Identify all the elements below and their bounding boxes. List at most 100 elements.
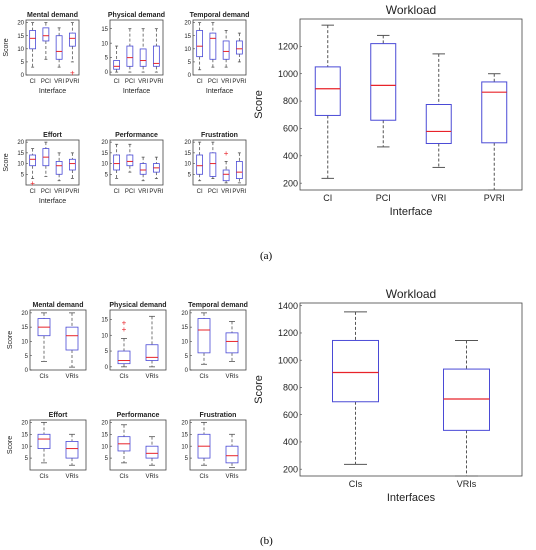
box xyxy=(222,169,230,182)
x-tick-label: CI xyxy=(30,79,36,85)
y-tick-label: 10 xyxy=(17,162,24,168)
x-tick-label: CI xyxy=(114,189,120,195)
y-tick-label: 20 xyxy=(101,140,108,146)
x-tick-label: CIs xyxy=(40,374,49,380)
x-tick-label: CI xyxy=(197,79,203,85)
plot-frame xyxy=(109,19,164,76)
plot-frame xyxy=(25,139,80,186)
y-tick-label: 5 xyxy=(188,60,192,66)
y-tick-label: 0 xyxy=(105,70,109,76)
chart-title: Physical demand xyxy=(109,302,166,309)
y-tick-label: 1000 xyxy=(278,69,298,79)
y-tick-label: 20 xyxy=(101,420,108,426)
x-tick-label: VRI xyxy=(54,189,64,195)
plot-frame xyxy=(299,302,523,477)
outlier-marker: + xyxy=(30,179,35,188)
y-tick-label: 10 xyxy=(17,47,24,53)
y-tick-label: 1200 xyxy=(278,42,298,52)
box xyxy=(139,48,147,67)
x-tick-label: CIs xyxy=(120,474,129,480)
chart-title: Performance xyxy=(117,412,160,419)
y-axis-label: Score xyxy=(7,436,14,454)
box xyxy=(65,326,79,351)
y-tick-label: 20 xyxy=(184,21,191,27)
x-tick-label: VRIs xyxy=(225,374,238,380)
box xyxy=(370,43,397,121)
box xyxy=(117,350,131,365)
box xyxy=(197,318,211,354)
box xyxy=(113,60,121,70)
y-tick-label: 20 xyxy=(181,420,188,426)
box xyxy=(209,32,217,60)
x-tick-label: CI xyxy=(30,189,36,195)
x-tick-label: VRIs xyxy=(145,374,158,380)
y-tick-label: 15 xyxy=(101,432,108,438)
y-tick-label: 0 xyxy=(25,368,29,374)
box xyxy=(42,27,50,42)
y-tick-label: 5 xyxy=(105,456,109,462)
y-tick-label: 15 xyxy=(184,34,191,40)
chart-title: Performance xyxy=(115,132,158,139)
box xyxy=(443,368,490,431)
x-tick-label: PCI xyxy=(125,189,135,195)
y-tick-label: 0 xyxy=(21,73,25,79)
x-tick-label: PVRI xyxy=(232,189,246,195)
y-tick-label: 10 xyxy=(181,340,188,346)
y-tick-label: 5 xyxy=(25,456,29,462)
x-tick-label: VRIs xyxy=(145,474,158,480)
y-tick-label: 5 xyxy=(185,354,189,360)
x-axis-label: Interface xyxy=(390,206,433,218)
x-tick-label: CIs xyxy=(120,374,129,380)
y-tick-label: 5 xyxy=(188,172,192,178)
x-axis-label: Interface xyxy=(123,88,150,95)
y-tick-label: 0 xyxy=(188,73,192,79)
y-axis-label: Score xyxy=(3,153,10,171)
y-tick-label: 5 xyxy=(105,349,109,355)
y-tick-label: 15 xyxy=(181,432,188,438)
box xyxy=(29,154,37,167)
chart-title: Physical demand xyxy=(108,12,165,19)
x-tick-label: PVRI xyxy=(149,189,163,195)
y-tick-label: 200 xyxy=(283,178,298,188)
box xyxy=(126,45,134,67)
x-axis-label: Interface xyxy=(39,88,66,95)
y-tick-label: 10 xyxy=(101,41,108,47)
plot-frame xyxy=(192,19,247,76)
caption-b: (b) xyxy=(260,535,273,547)
x-tick-label: PVRI xyxy=(65,79,79,85)
y-tick-label: 20 xyxy=(184,140,191,146)
y-tick-label: 5 xyxy=(21,172,25,178)
plot-frame xyxy=(299,18,523,191)
y-tick-label: 10 xyxy=(101,333,108,339)
x-tick-label: CIs xyxy=(200,474,209,480)
box xyxy=(152,45,160,67)
y-tick-label: 15 xyxy=(17,34,24,40)
chart-title: Effort xyxy=(49,412,68,419)
outlier-marker: + xyxy=(122,325,127,334)
x-tick-label: VRI xyxy=(221,79,231,85)
box xyxy=(55,161,63,175)
x-axis-label: Interfaces xyxy=(387,492,436,504)
y-tick-label: 10 xyxy=(21,340,28,346)
x-tick-label: CIs xyxy=(349,479,363,489)
y-tick-label: 15 xyxy=(101,27,108,33)
x-tick-label: CIs xyxy=(40,474,49,480)
y-tick-label: 400 xyxy=(283,437,298,447)
y-tick-label: 5 xyxy=(21,60,25,66)
box xyxy=(145,344,159,361)
chart-title: Mental demand xyxy=(33,302,84,309)
y-tick-label: 1000 xyxy=(278,355,298,365)
x-tick-label: CIs xyxy=(200,374,209,380)
box xyxy=(65,441,79,459)
outlier-marker: + xyxy=(122,319,127,328)
y-tick-label: 15 xyxy=(17,151,24,157)
box xyxy=(196,154,204,175)
y-tick-label: 15 xyxy=(101,318,108,324)
chart-title: Mental demand xyxy=(27,12,78,19)
x-tick-label: PCI xyxy=(208,79,218,85)
box xyxy=(314,66,341,116)
y-tick-label: 10 xyxy=(101,162,108,168)
box xyxy=(481,81,508,144)
y-tick-label: 0 xyxy=(185,368,189,374)
